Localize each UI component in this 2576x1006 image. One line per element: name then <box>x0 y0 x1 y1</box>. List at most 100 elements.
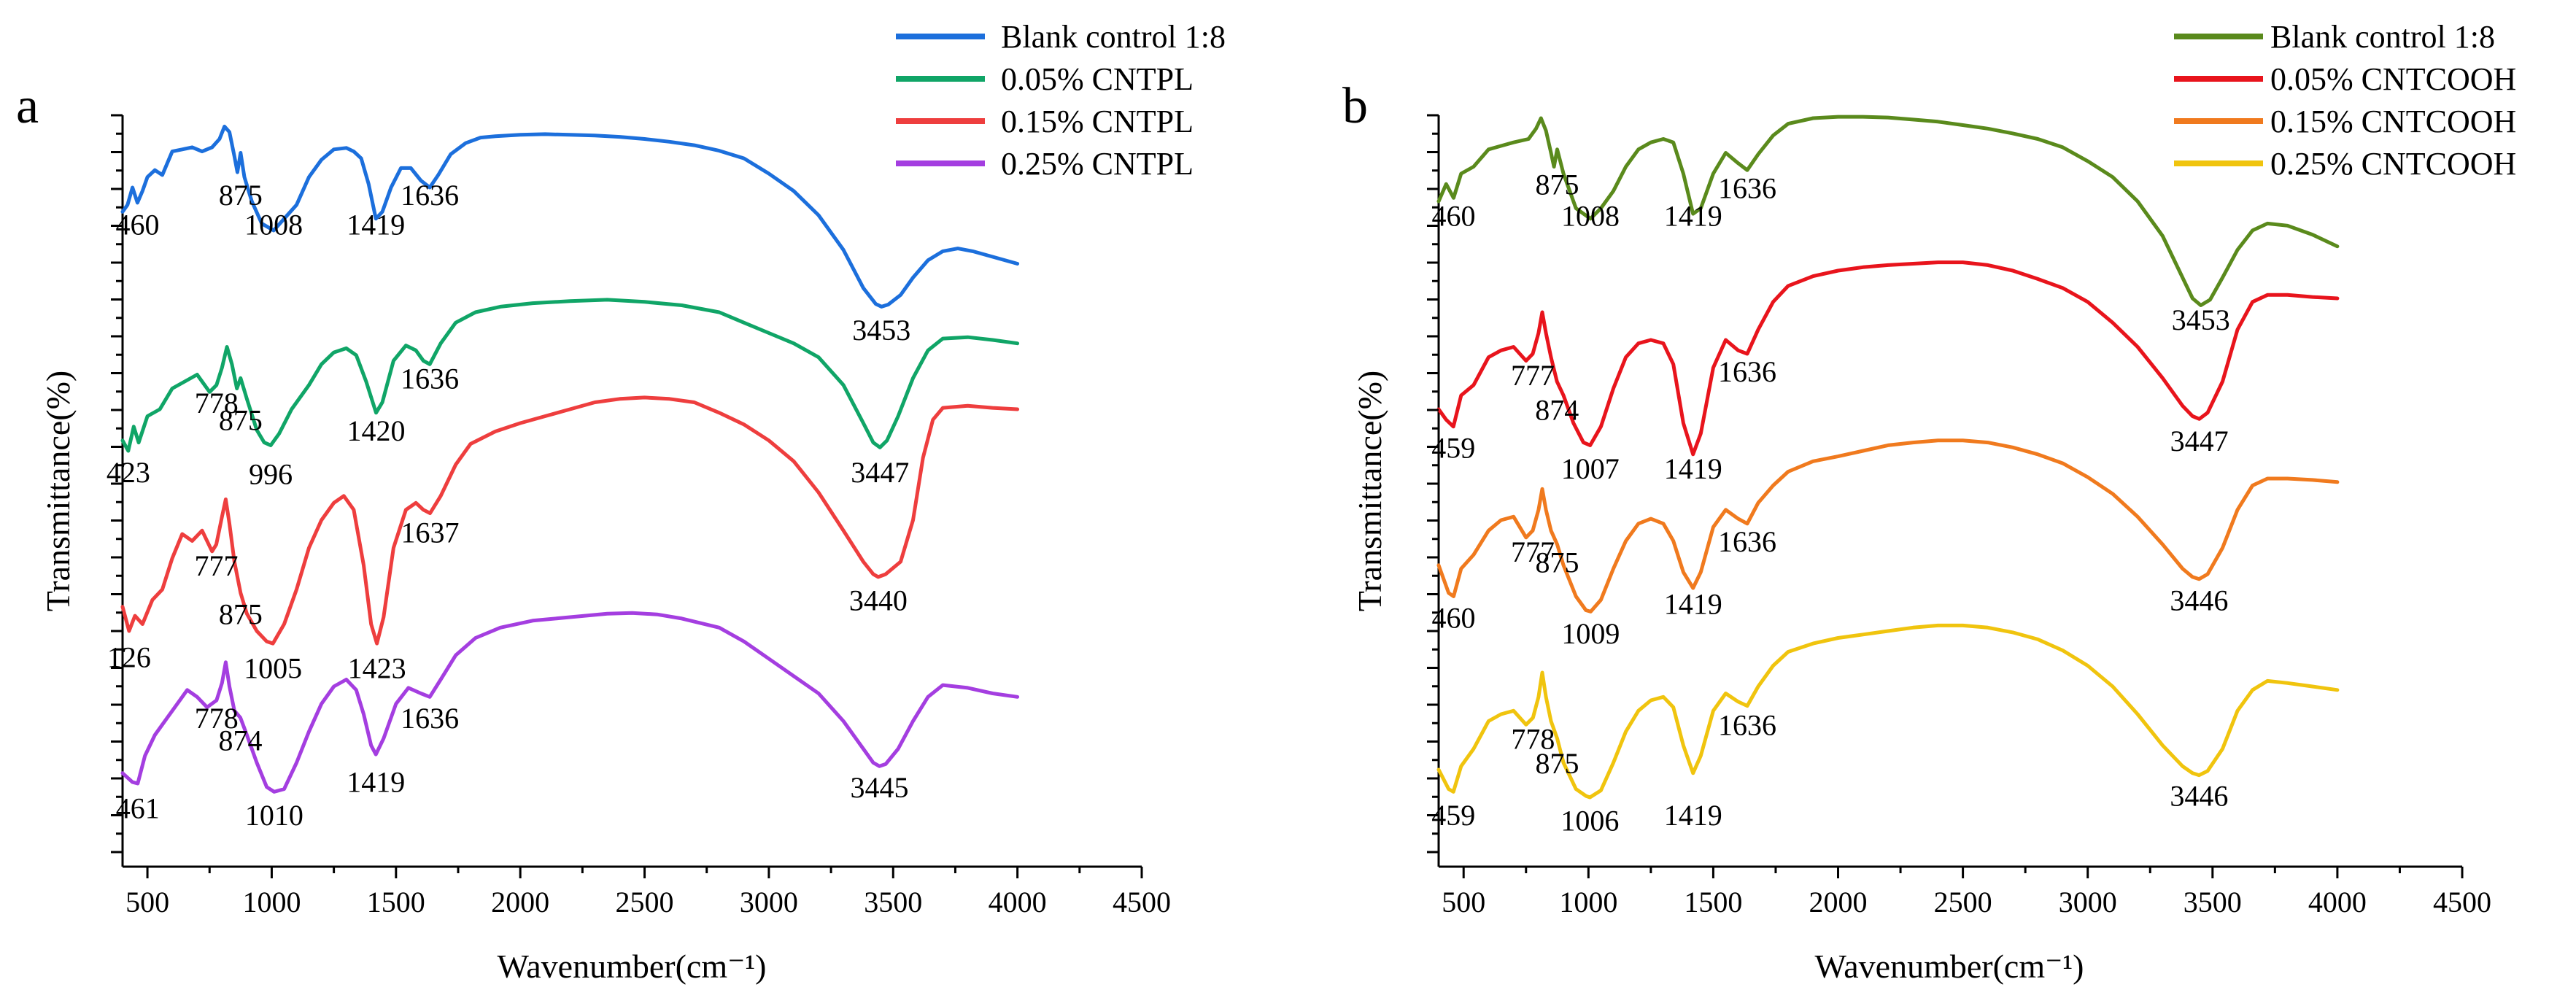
series-line-4 <box>120 611 1020 794</box>
peak-label-875: 875 <box>219 179 263 212</box>
peak-label-777: 777 <box>194 549 238 582</box>
peak-label-3447: 3447 <box>2170 425 2229 457</box>
x-tick-label-2000: 2000 <box>491 886 549 918</box>
x-axis-title: Wavenumber(cm⁻¹) <box>498 948 767 985</box>
peak-label-875: 875 <box>219 598 263 631</box>
peak-label-1637: 1637 <box>401 516 459 549</box>
x-tick-label-3000: 3000 <box>740 886 798 918</box>
y-axis-title: Transmittance(%) <box>1351 371 1388 611</box>
series-line-3 <box>120 395 1020 646</box>
peak-label-1008: 1008 <box>1561 199 1620 232</box>
peak-label-459: 459 <box>1431 432 1475 465</box>
x-tick-label-1500: 1500 <box>1684 886 1742 918</box>
series-line-2 <box>120 298 1020 453</box>
series-line-1 <box>120 124 1020 309</box>
legend: Blank control 1:8 0.05% CNTCOOH 0.15% CNTC… <box>2174 19 2516 182</box>
peak-label-1005: 1005 <box>244 652 302 685</box>
peak-label-3453: 3453 <box>852 314 910 347</box>
peak-label-1007: 1007 <box>1561 452 1620 485</box>
peak-label-459: 459 <box>1431 799 1475 832</box>
x-tick-label-2500: 2500 <box>1934 886 1992 918</box>
legend-entry-1: Blank control 1:8 <box>2270 19 2495 55</box>
peak-label-1636: 1636 <box>1718 709 1776 742</box>
x-tick-label-3500: 3500 <box>2184 886 2242 918</box>
peak-label-1419: 1419 <box>347 209 405 241</box>
peak-label-778: 778 <box>195 702 239 735</box>
series-line-1 <box>1436 115 2340 307</box>
peak-label-3453: 3453 <box>2172 303 2230 336</box>
peak-label-1419: 1419 <box>1664 452 1722 485</box>
peak-label-875: 875 <box>219 404 263 437</box>
peak-label-996: 996 <box>249 458 293 491</box>
peak-label-777: 777 <box>1511 535 1555 568</box>
x-tick-label-4000: 4000 <box>2308 886 2367 918</box>
peak-label-778: 778 <box>195 387 239 419</box>
peak-label-777: 777 <box>1511 359 1555 392</box>
x-tick-label-1000: 1000 <box>1559 886 1617 918</box>
x-tick-label-3000: 3000 <box>2059 886 2117 918</box>
peak-label-1636: 1636 <box>1718 525 1776 558</box>
x-tick-label-2500: 2500 <box>616 886 674 918</box>
peak-label-460: 460 <box>115 209 159 241</box>
peak-label-1009: 1009 <box>1561 617 1620 650</box>
peak-label-423: 423 <box>107 456 150 489</box>
x-tick-label-500: 500 <box>1442 886 1485 918</box>
legend-entry-4: 0.25% CNTCOOH <box>2270 146 2516 182</box>
ticks-layer: 500 1000 1500 2000 2500 3000 3500 4000 4500 <box>1427 114 2491 918</box>
panel-a: a Transmittance(%) Wavenumber(cm⁻¹) 500 1… <box>16 19 1226 985</box>
x-tick-label-1500: 1500 <box>367 886 425 918</box>
x-axis-title: Wavenumber(cm⁻¹) <box>1815 948 2084 985</box>
series-line-4 <box>1436 623 2340 800</box>
x-tick-label-4500: 4500 <box>2433 886 2491 918</box>
legend-entry-3: 0.15% CNTCOOH <box>2270 104 2516 139</box>
legend-entry-1: Blank control 1:8 <box>1001 19 1226 55</box>
peak-label-3446: 3446 <box>2170 584 2228 617</box>
x-tick-label-1000: 1000 <box>242 886 301 918</box>
peak-label-1419: 1419 <box>347 765 405 798</box>
series-layer <box>120 124 1020 794</box>
legend-entry-4: 0.25% CNTPL <box>1001 146 1194 182</box>
x-tick-label-500: 500 <box>125 886 169 918</box>
peak-label-875: 875 <box>1536 747 1579 780</box>
series-line-3 <box>1436 438 2340 614</box>
peak-label-3445: 3445 <box>851 771 909 804</box>
peak-label-1636: 1636 <box>401 179 459 212</box>
series-layer <box>1436 115 2340 800</box>
peak-label-1423: 1423 <box>348 652 406 685</box>
panel-b: b Transmittance(%) Wavenumber(cm⁻¹) 500 1… <box>1342 19 2516 985</box>
peak-label-3446: 3446 <box>2170 779 2228 812</box>
legend: Blank control 1:8 0.05% CNTPL 0.15% CNTPL 0… <box>896 19 1226 182</box>
peak-label-126: 126 <box>107 641 151 673</box>
peak-label-1010: 1010 <box>245 799 303 832</box>
peak-label-874: 874 <box>219 724 263 757</box>
peak-label-875: 875 <box>1536 546 1579 579</box>
x-tick-label-3500: 3500 <box>864 886 922 918</box>
panel-label-a: a <box>16 78 39 134</box>
peak-label-3440: 3440 <box>849 584 908 617</box>
x-tick-label-4000: 4000 <box>989 886 1047 918</box>
ticks-layer: 500 1000 1500 2000 2500 3000 3500 4000 4500 <box>111 114 1171 918</box>
legend-entry-2: 0.05% CNTCOOH <box>2270 61 2516 97</box>
peak-label-1636: 1636 <box>1718 171 1776 204</box>
peak-label-1636: 1636 <box>1718 355 1776 388</box>
peak-label-1008: 1008 <box>244 209 303 241</box>
legend-entry-2: 0.05% CNTPL <box>1001 61 1194 97</box>
peak-label-1636: 1636 <box>401 363 459 395</box>
panel-label-b: b <box>1342 78 1368 134</box>
peak-label-460: 460 <box>1432 199 1476 232</box>
peak-label-875: 875 <box>1536 169 1579 201</box>
peak-label-1420: 1420 <box>347 414 406 447</box>
peak-label-1636: 1636 <box>401 702 459 735</box>
x-tick-label-4500: 4500 <box>1113 886 1171 918</box>
peak-label-1419: 1419 <box>1664 799 1722 832</box>
x-tick-label-2000: 2000 <box>1809 886 1868 918</box>
peak-label-874: 874 <box>1535 393 1579 426</box>
peak-label-461: 461 <box>116 792 160 825</box>
peak-label-460: 460 <box>1432 601 1476 634</box>
peak-label-778: 778 <box>1511 723 1555 756</box>
y-axis-title: Transmittance(%) <box>39 371 77 611</box>
legend-entry-3: 0.15% CNTPL <box>1001 104 1194 139</box>
